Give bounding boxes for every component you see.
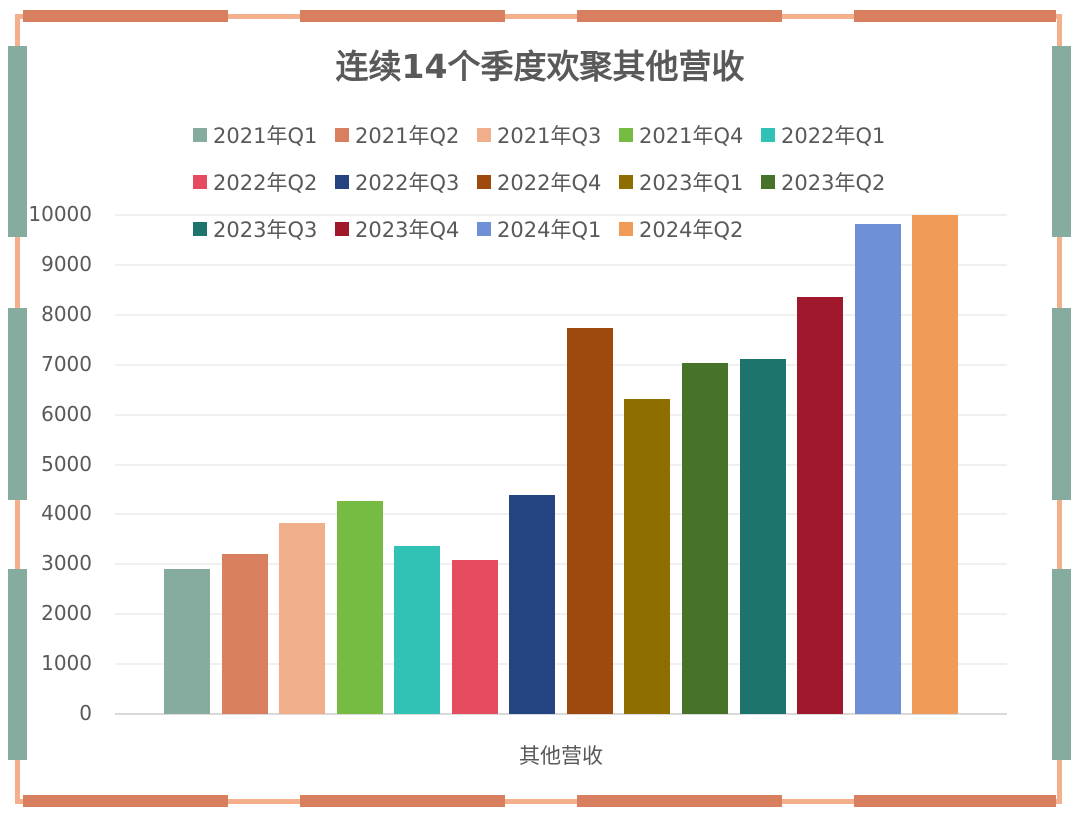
legend-item[interactable]: 2022年Q3	[335, 165, 459, 199]
gridline	[115, 463, 1007, 466]
legend-label: 2022年Q4	[497, 171, 602, 195]
frame-left-segment	[8, 308, 27, 500]
bar[interactable]	[797, 297, 844, 714]
gridline	[115, 413, 1007, 416]
frame-right-segment	[1052, 308, 1071, 500]
chart-title: 连续14个季度欢聚其他营收	[335, 47, 745, 86]
bar[interactable]	[509, 494, 556, 714]
legend-swatch-icon	[477, 222, 491, 236]
gridline	[115, 263, 1007, 266]
bar[interactable]	[739, 358, 786, 714]
frame-right-segment	[1052, 46, 1071, 237]
bar[interactable]	[221, 554, 268, 714]
frame-bottom-segment	[23, 795, 228, 807]
x-axis-category-label: 其他营收	[519, 744, 603, 768]
gridline	[115, 513, 1007, 516]
frame-left-segment	[8, 46, 27, 237]
bar[interactable]	[279, 522, 326, 714]
legend-item[interactable]: 2022年Q1	[761, 118, 885, 152]
y-tick-label: 0	[79, 701, 92, 725]
legend-swatch-icon	[761, 128, 775, 142]
gridline	[115, 663, 1007, 666]
legend-swatch-icon	[477, 128, 491, 142]
legend-label: 2022年Q3	[355, 171, 460, 195]
legend-item[interactable]: 2021年Q2	[335, 118, 459, 152]
legend-item[interactable]: 2024年Q2	[619, 212, 743, 246]
y-tick-label: 9000	[41, 251, 92, 276]
legend-label: 2023年Q4	[355, 218, 460, 242]
legend-swatch-icon	[619, 175, 633, 189]
legend-label: 2022年Q2	[213, 171, 318, 195]
legend-swatch-icon	[193, 128, 207, 142]
legend-swatch-icon	[761, 175, 775, 189]
legend-item[interactable]: 2023年Q1	[619, 165, 743, 199]
frame-bottom-segment	[577, 795, 782, 807]
legend-swatch-icon	[335, 222, 349, 236]
legend-item[interactable]: 2023年Q2	[761, 165, 885, 199]
legend-swatch-icon	[335, 128, 349, 142]
legend-label: 2023年Q2	[781, 171, 886, 195]
gridline	[115, 313, 1007, 316]
bar[interactable]	[336, 501, 383, 714]
frame-top-segment	[854, 10, 1056, 22]
legend-swatch-icon	[335, 175, 349, 189]
bar[interactable]	[854, 224, 901, 714]
y-tick-label: 5000	[41, 451, 92, 476]
legend-label: 2022年Q1	[781, 124, 886, 148]
legend-swatch-icon	[477, 175, 491, 189]
x-axis-line	[115, 713, 1007, 715]
legend-item[interactable]: 2021年Q3	[477, 118, 601, 152]
legend-swatch-icon	[193, 222, 207, 236]
frame-bottom-line	[16, 799, 1060, 804]
legend-item[interactable]: 2023年Q3	[193, 212, 317, 246]
legend-label: 2024年Q1	[497, 218, 602, 242]
bar[interactable]	[164, 569, 210, 714]
y-tick-label: 10000	[28, 202, 92, 226]
frame-top-segment	[577, 10, 782, 22]
legend-item[interactable]: 2024年Q1	[477, 212, 601, 246]
bar[interactable]	[681, 363, 728, 714]
bar[interactable]	[451, 560, 498, 714]
legend-label: 2024年Q2	[639, 218, 744, 242]
frame-top-line	[16, 14, 1060, 19]
legend-item[interactable]: 2021年Q4	[619, 118, 743, 152]
legend-label: 2021年Q1	[213, 124, 318, 148]
legend-item[interactable]: 2021年Q1	[193, 118, 317, 152]
legend-label: 2021年Q4	[639, 124, 744, 148]
y-tick-label: 7000	[41, 351, 92, 376]
gridline	[115, 214, 1007, 216]
legend-label: 2023年Q3	[213, 218, 318, 242]
y-tick-label: 1000	[41, 651, 92, 676]
frame-top-segment	[23, 10, 228, 22]
legend-item[interactable]: 2022年Q2	[193, 165, 317, 199]
frame-bottom-segment	[854, 795, 1056, 807]
y-tick-label: 6000	[41, 401, 92, 426]
legend-label: 2023年Q1	[639, 171, 744, 195]
bar[interactable]	[394, 546, 441, 714]
bar[interactable]	[624, 399, 671, 714]
legend-item[interactable]: 2023年Q4	[335, 212, 459, 246]
frame-bottom-segment	[300, 795, 505, 807]
legend-item[interactable]: 2022年Q4	[477, 165, 601, 199]
y-tick-label: 2000	[41, 601, 92, 626]
legend-swatch-icon	[619, 222, 633, 236]
frame-left-segment	[8, 569, 27, 760]
legend-swatch-icon	[619, 128, 633, 142]
legend-label: 2021年Q3	[497, 124, 602, 148]
frame-top-segment	[300, 10, 505, 22]
y-tick-label: 3000	[41, 551, 92, 576]
legend-label: 2021年Q2	[355, 124, 460, 148]
bar[interactable]	[566, 327, 613, 714]
frame-right-segment	[1052, 569, 1071, 760]
gridline	[115, 613, 1007, 616]
y-tick-label: 4000	[41, 501, 92, 526]
gridline	[115, 363, 1007, 366]
y-tick-label: 8000	[41, 301, 92, 326]
gridline	[115, 563, 1007, 566]
legend-swatch-icon	[193, 175, 207, 189]
bar[interactable]	[912, 215, 959, 714]
